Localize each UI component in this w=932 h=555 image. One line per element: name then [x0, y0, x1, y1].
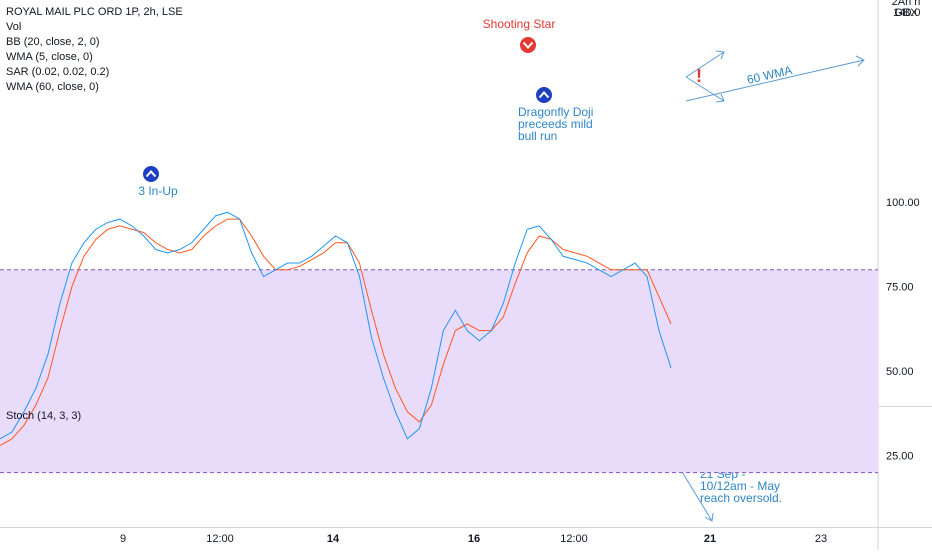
indicator-vol[interactable]: Vol: [6, 21, 22, 33]
time-tick-label: 21: [704, 533, 716, 545]
indicator-wma5[interactable]: WMA (5, close, 0): [6, 51, 93, 63]
currency-top-label: 2Ah h: [892, 0, 921, 8]
annotations: Shooting Star 3 In-Up Dragonfly Doji pre…: [138, 17, 865, 522]
stoch-tick-label: 75.00: [886, 282, 914, 294]
time-tick-label: 12:00: [560, 533, 588, 545]
shooting-star-marker-icon: [520, 37, 536, 53]
projection-down-arrow-head-icon: [715, 93, 725, 103]
time-tick-label: 23: [815, 533, 827, 545]
stochastic-pane: 25.00 50.00 75.00 100.00: [0, 197, 920, 474]
oversold-arrow-head-icon: [704, 512, 714, 522]
symbol-title[interactable]: ROYAL MAIL PLC ORD 1P, 2h, LSE: [6, 6, 183, 18]
stoch-band-fill: [0, 269, 878, 473]
projection-up-arrow: [685, 51, 725, 78]
wma60-arrow-head-icon: [855, 55, 865, 67]
shooting-star-label: Shooting Star: [483, 17, 556, 31]
time-tick-label: 16: [468, 533, 480, 545]
indicator-legend: ROYAL MAIL PLC ORD 1P, 2h, LSE Vol BB (2…: [6, 5, 183, 95]
time-tick-label: 14: [327, 533, 340, 545]
stoch-tick-label: 25.00: [886, 451, 914, 463]
price-tick-label: 140.0: [893, 7, 921, 19]
exclaim-mark: !: [696, 66, 702, 86]
dragonfly-label-1: Dragonfly Doji: [518, 105, 593, 119]
dragonfly-doji-marker-icon: [536, 87, 552, 103]
oversold-note-3: reach oversold.: [700, 491, 782, 505]
wma60-trend-arrow: [685, 59, 865, 102]
time-tick-label: 12:00: [206, 533, 234, 545]
stoch-legend[interactable]: Stoch (14, 3, 3): [6, 410, 82, 422]
dragonfly-label-3: bull run: [518, 129, 557, 143]
stoch-d-line: [0, 218, 672, 446]
indicator-sar[interactable]: SAR (0.02, 0.02, 0.2): [6, 66, 110, 78]
indicator-bb[interactable]: BB (20, close, 2, 0): [6, 36, 100, 48]
indicator-wma60[interactable]: WMA (60, close, 0): [6, 81, 99, 93]
time-tick-label: 9: [120, 533, 126, 545]
stoch-tick-label: 100.00: [886, 197, 920, 209]
stoch-tick-label: 50.00: [886, 366, 914, 378]
dragonfly-label-2: preceeds mild: [518, 117, 593, 131]
projection-down-arrow: [685, 76, 725, 102]
three-in-up-marker-icon: [143, 166, 159, 182]
projection-up-arrow-head-icon: [715, 50, 725, 60]
oversold-note-2: 10/12am - May: [700, 479, 780, 493]
stoch-k-line: [0, 211, 672, 440]
currency-label: GBX: [894, 7, 918, 19]
three-in-up-label: 3 In-Up: [138, 184, 178, 198]
